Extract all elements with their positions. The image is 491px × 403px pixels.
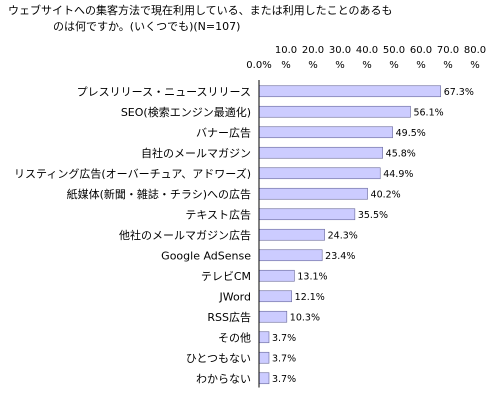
category-label-9: テレビCM <box>201 270 251 283</box>
category-label-3: 自社のメールマガジン <box>141 146 251 160</box>
value-label-2: 49.5% <box>396 128 426 139</box>
category-label-4: リスティング広告(オーバーチュア、アドワーズ) <box>14 166 251 180</box>
category-label-11: RSS広告 <box>207 311 251 324</box>
category-label-12: その他 <box>218 331 251 344</box>
x-tick-label-top-5: 50.0 <box>383 45 405 56</box>
category-label-7: 他社のメールマガジン広告 <box>119 228 251 242</box>
category-label-8: Google AdSense <box>161 249 251 262</box>
bar-13 <box>258 351 270 364</box>
bar-4 <box>258 167 381 180</box>
category-label-14: わからない <box>196 372 251 385</box>
x-tick-label-top-3: 30.0 <box>329 45 351 56</box>
bars <box>258 85 442 385</box>
value-label-14: 3.7% <box>272 374 296 385</box>
bar-8 <box>258 249 323 262</box>
category-label-5: 紙媒体(新聞・雑誌・チラシ)への広告 <box>67 187 251 201</box>
bar-1 <box>258 105 411 118</box>
value-label-9: 13.1% <box>297 271 327 282</box>
category-label-2: バナー広告 <box>196 126 251 139</box>
bar-0 <box>258 85 442 98</box>
x-tick-label-bottom-4: % <box>362 60 372 71</box>
bar-12 <box>258 331 270 344</box>
category-label-6: テキスト広告 <box>185 208 251 221</box>
value-label-12: 3.7% <box>272 333 296 344</box>
bar-5 <box>258 187 368 200</box>
bar-10 <box>258 290 292 303</box>
x-tick-label-bottom-0: 0.0% <box>246 60 271 71</box>
category-label-13: ひとつもない <box>186 352 251 365</box>
value-label-7: 24.3% <box>328 230 358 241</box>
x-tick-label-top-6: 60.0 <box>410 45 432 56</box>
bar-9 <box>258 269 295 282</box>
value-label-0: 67.3% <box>444 87 474 98</box>
value-label-11: 10.3% <box>290 312 320 323</box>
value-label-1: 56.1% <box>413 107 443 118</box>
category-labels: プレスリリース・ニュースリリース SEO(検索エンジン最適化) バナー広告自社のメー… <box>14 85 251 385</box>
bar-7 <box>258 228 325 241</box>
x-tick-label-bottom-7: % <box>443 60 453 71</box>
x-axis-ticks: 0.0% 10.0% 20.0% 30.0% 40.0% 50.0% 60.0% 70.0% 8… <box>246 45 486 71</box>
value-label-13: 3.7% <box>272 353 296 364</box>
category-label-10: JWord <box>218 290 251 303</box>
x-tick-label-top-8: 80.0 <box>464 45 486 56</box>
chart-title-line-1: ウェブサイトへの集客方法で現在利用している、または利用したことのあるも <box>8 3 393 17</box>
x-tick-label-top-1: 10.0 <box>275 45 297 56</box>
category-label-1: SEO(検索エンジン最適化) <box>121 105 251 119</box>
bar-3 <box>258 146 383 159</box>
bar-11 <box>258 310 288 323</box>
x-tick-label-top-2: 20.0 <box>302 45 324 56</box>
bar-14 <box>258 372 270 385</box>
bar-6 <box>258 208 356 221</box>
x-tick-label-bottom-8: % <box>470 60 480 71</box>
x-tick-label-bottom-1: % <box>281 60 291 71</box>
value-label-10: 12.1% <box>295 292 325 303</box>
chart-title: ウェブサイトへの集客方法で現在利用している、または利用したことのあるも のは何で… <box>8 3 393 33</box>
value-label-8: 23.4% <box>325 251 355 262</box>
value-labels: 67.3%56.1% 49.5% 45.8% 44.9% 40.2% 35.5%24.3%… <box>272 87 474 385</box>
x-tick-label-top-7: 70.0 <box>437 45 459 56</box>
value-label-4: 44.9% <box>383 169 413 180</box>
value-label-3: 45.8% <box>386 148 416 159</box>
x-tick-label-bottom-6: % <box>416 60 426 71</box>
value-label-5: 40.2% <box>371 189 401 200</box>
x-tick-label-top-4: 40.0 <box>356 45 378 56</box>
x-tick-label-bottom-2: % <box>308 60 318 71</box>
x-tick-label-bottom-5: % <box>389 60 399 71</box>
x-tick-label-bottom-3: % <box>335 60 345 71</box>
chart-title-line-2: のは何ですか。(いくつでも)(N=107) <box>53 20 240 33</box>
category-label-0: プレスリリース・ニュースリリース <box>77 85 251 98</box>
value-label-6: 35.5% <box>358 210 388 221</box>
bar-2 <box>258 126 393 139</box>
